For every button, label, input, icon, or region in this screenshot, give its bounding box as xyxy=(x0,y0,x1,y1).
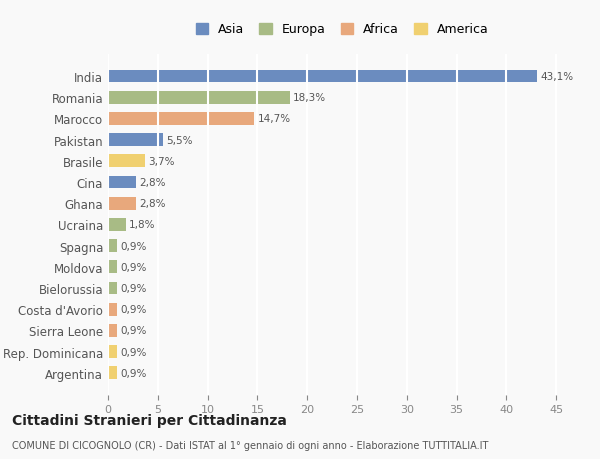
Text: 2,8%: 2,8% xyxy=(139,178,166,188)
Text: 0,9%: 0,9% xyxy=(120,304,146,314)
Bar xyxy=(108,325,117,337)
Bar xyxy=(108,367,117,379)
Bar xyxy=(108,92,290,104)
Text: 0,9%: 0,9% xyxy=(120,368,146,378)
Bar xyxy=(108,303,117,316)
Bar xyxy=(108,113,254,125)
Text: COMUNE DI CICOGNOLO (CR) - Dati ISTAT al 1° gennaio di ogni anno - Elaborazione : COMUNE DI CICOGNOLO (CR) - Dati ISTAT al… xyxy=(12,440,488,450)
Text: Cittadini Stranieri per Cittadinanza: Cittadini Stranieri per Cittadinanza xyxy=(12,413,287,427)
Text: 0,9%: 0,9% xyxy=(120,262,146,272)
Bar xyxy=(108,346,117,358)
Text: 18,3%: 18,3% xyxy=(293,93,326,103)
Bar xyxy=(108,176,136,189)
Text: 0,9%: 0,9% xyxy=(120,241,146,251)
Bar xyxy=(108,261,117,274)
Text: 0,9%: 0,9% xyxy=(120,283,146,293)
Text: 0,9%: 0,9% xyxy=(120,347,146,357)
Legend: Asia, Europa, Africa, America: Asia, Europa, Africa, America xyxy=(190,17,494,43)
Bar xyxy=(108,134,163,147)
Bar xyxy=(108,240,117,252)
Text: 5,5%: 5,5% xyxy=(166,135,192,146)
Text: 43,1%: 43,1% xyxy=(540,72,573,82)
Bar xyxy=(108,71,537,83)
Text: 0,9%: 0,9% xyxy=(120,326,146,336)
Text: 14,7%: 14,7% xyxy=(257,114,290,124)
Bar xyxy=(108,282,117,295)
Bar xyxy=(108,197,136,210)
Bar xyxy=(108,155,145,168)
Text: 2,8%: 2,8% xyxy=(139,199,166,209)
Text: 3,7%: 3,7% xyxy=(148,157,175,167)
Text: 1,8%: 1,8% xyxy=(129,220,155,230)
Bar xyxy=(108,218,126,231)
